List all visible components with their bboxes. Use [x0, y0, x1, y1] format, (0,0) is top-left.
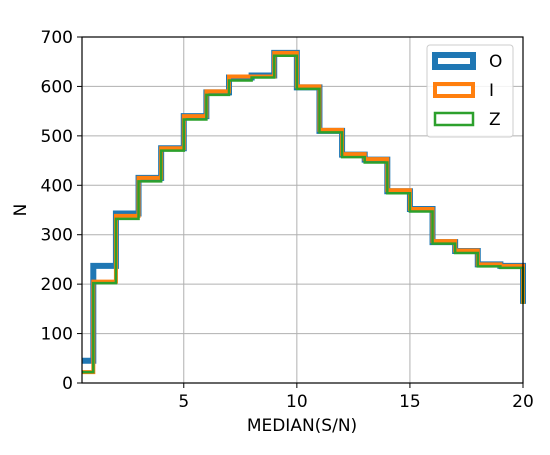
legend-swatch-z	[433, 111, 475, 127]
x-tick-label: 5	[178, 392, 189, 412]
y-tick-label: 300	[41, 226, 73, 246]
legend-label-z: Z	[489, 110, 501, 130]
x-tick-label: 20	[512, 392, 534, 412]
y-tick-label: 400	[41, 176, 73, 196]
legend-label-o: O	[489, 52, 502, 72]
y-tick-label: 700	[41, 28, 73, 48]
y-tick-label: 500	[41, 127, 73, 147]
series-lines	[82, 49, 526, 375]
y-axis-ticks: 0 100 200 300 400 500 600 700	[41, 28, 82, 394]
legend-swatch-i	[433, 82, 475, 98]
x-axis-label: MEDIAN(S/N)	[247, 416, 357, 436]
y-axis-label: N	[11, 204, 31, 217]
y-tick-label: 0	[62, 374, 73, 394]
series-line-z	[82, 54, 525, 374]
y-tick-label: 100	[41, 325, 73, 345]
legend-label-i: I	[489, 81, 494, 101]
x-tick-label: 10	[286, 392, 308, 412]
x-tick-label: 15	[399, 392, 421, 412]
y-tick-label: 600	[41, 77, 73, 97]
legend-swatch-o	[432, 52, 476, 70]
y-tick-label: 200	[41, 275, 73, 295]
plot-frame	[81, 36, 524, 384]
legend: OIZ	[426, 44, 514, 138]
x-axis-ticks: 5 10 15 20	[178, 383, 534, 412]
